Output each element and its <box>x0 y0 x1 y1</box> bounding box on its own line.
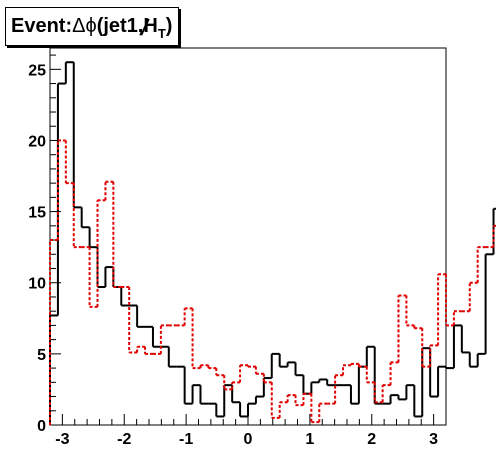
y-tick-label: 20 <box>28 133 46 150</box>
plot-frame <box>49 47 447 426</box>
x-tick-label: -3 <box>55 431 69 448</box>
x-tick-label: -2 <box>117 431 131 448</box>
y-tick-label: 25 <box>28 62 46 79</box>
axes: 0 5 10 15 20 25 -3 -2 -1 0 1 2 3 <box>28 54 447 448</box>
y-tick-label: 5 <box>37 347 46 364</box>
series-layer <box>49 61 496 425</box>
title-open: (jet1, <box>96 15 144 37</box>
x-tick-label: 1 <box>305 431 314 448</box>
series-solid <box>49 61 496 425</box>
series-dashed <box>49 139 496 425</box>
x-tick-label: 2 <box>367 431 376 448</box>
title-ht-subscript: T <box>157 26 166 41</box>
chart-title: Event: Δ ϕ (jet1, H T ) <box>5 7 180 46</box>
title-prefix: Event: <box>11 15 73 37</box>
y-tick-label: 10 <box>28 276 46 293</box>
title-ht-letter: H <box>143 15 158 37</box>
x-tick-label: -1 <box>179 431 193 448</box>
title-delta: Δ <box>72 15 86 37</box>
x-tick-label: 3 <box>429 431 438 448</box>
y-tick-label: 15 <box>28 205 46 222</box>
x-tick-label: 0 <box>244 431 253 448</box>
title-close: ) <box>165 15 173 37</box>
y-tick-label: 0 <box>37 418 46 435</box>
title-phi: ϕ <box>85 15 97 37</box>
